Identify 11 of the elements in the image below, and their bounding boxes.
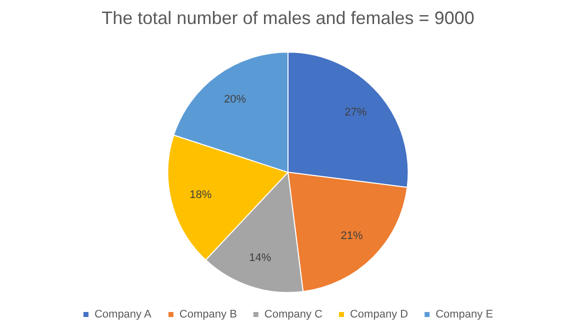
data-label: 20%	[224, 93, 246, 106]
data-label: 14%	[249, 252, 272, 264]
data-label: 21%	[340, 230, 363, 242]
data-label: 18%	[190, 188, 212, 201]
legend-label: Company C	[264, 308, 323, 321]
chart-title: The total number of males and females = 9000	[102, 8, 474, 28]
data-label: 27%	[344, 106, 367, 119]
legend-label: Company A	[94, 308, 152, 321]
legend-label: Company D	[350, 308, 408, 321]
legend-label: Company B	[179, 308, 237, 321]
legend-label: Company E	[436, 308, 494, 321]
